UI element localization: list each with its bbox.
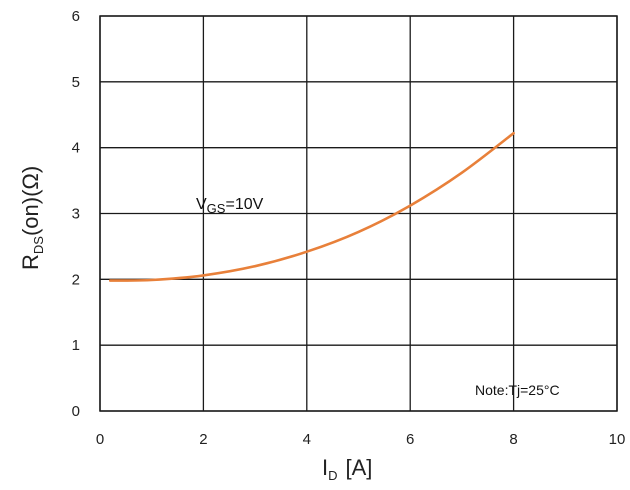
x-tick-label: 10	[609, 431, 626, 448]
series-group	[109, 131, 515, 282]
y-tick-label: 2	[72, 271, 80, 288]
y-tick-labels: 0 1 2 3 4 5 6	[72, 8, 80, 420]
y-tick-label: 3	[72, 206, 80, 223]
y-tick-label: 6	[72, 8, 80, 25]
x-tick-label: 2	[199, 431, 207, 448]
y-axis-label: RDS(on)(Ω)	[18, 166, 46, 270]
y-tick-label: 1	[72, 337, 80, 354]
grid	[99, 15, 618, 412]
x-axis-label: ID [A]	[322, 455, 372, 483]
x-tick-label: 6	[406, 431, 414, 448]
y-tick-label: 5	[72, 74, 80, 91]
y-tick-label: 0	[72, 403, 80, 420]
rds-curve	[109, 131, 515, 282]
vgs-annotation: VGS=10V	[196, 196, 264, 216]
x-tick-label: 8	[509, 431, 517, 448]
x-tick-labels: 0 2 4 6 8 10	[96, 431, 626, 448]
y-tick-label: 4	[72, 140, 80, 157]
note-annotation: Note:Tj=25°C	[475, 382, 560, 398]
x-tick-label: 0	[96, 431, 104, 448]
x-tick-label: 4	[303, 431, 311, 448]
